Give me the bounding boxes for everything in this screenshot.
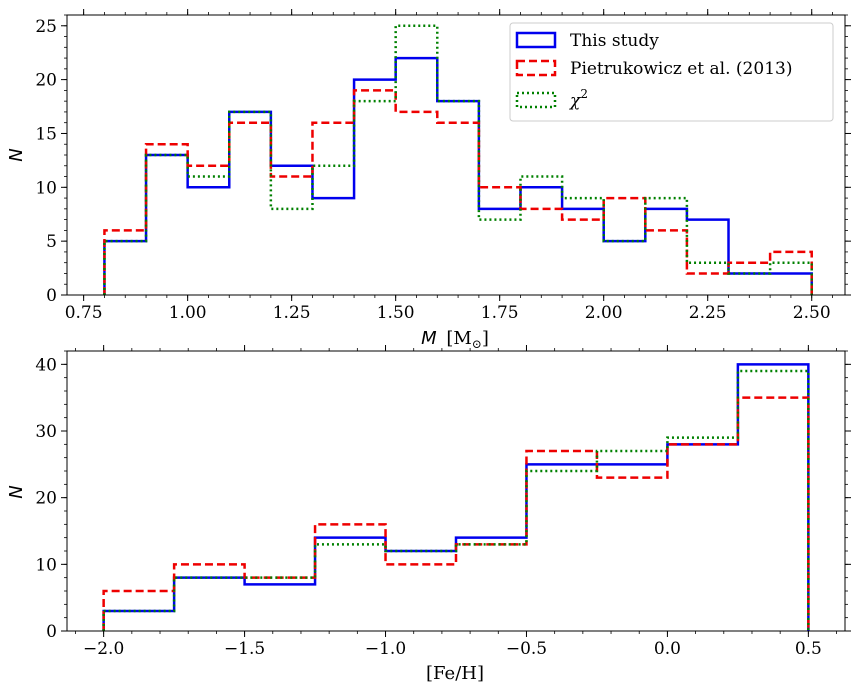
- legend-handle-pietrukowicz: [515, 59, 557, 77]
- bottom-xlabel: [Fe/H]: [426, 663, 484, 684]
- top-xtick-label: 0.75: [65, 303, 103, 323]
- top-ytick-label: 10: [35, 178, 57, 198]
- top-xlabel-unit-open: [M: [446, 328, 471, 349]
- bottom-ytick-label: 20: [35, 489, 57, 509]
- metallicity-histogram-panel: −2.0 −1.5 −1.0 −0.5 0.0 0.5 0 10 20 30 40: [35, 345, 851, 659]
- top-ylabel: N: [6, 148, 27, 161]
- top-xtick-label: 1.75: [481, 303, 519, 323]
- top-xtick-label: 2.50: [793, 303, 831, 323]
- mass-histogram-panel: 0.75 1.00 1.25 1.50 1.75 2.00 2.25 2.50 0 5 10 15 20…: [35, 9, 851, 323]
- legend-handle-this-study: [515, 31, 557, 49]
- bottom-series-pietrukowicz: [102, 396, 810, 631]
- top-ytick-label: 0: [46, 286, 57, 306]
- bottom-ytick-label: 10: [35, 555, 57, 575]
- legend-handle-chi2: [515, 91, 557, 109]
- top-ytick-label: 20: [35, 71, 57, 91]
- bottom-xtick-label: 0.0: [654, 639, 681, 659]
- legend-label-this-study: This study: [570, 31, 659, 51]
- legend-label-pietrukowicz: Pietrukowicz et al. (2013): [570, 59, 792, 79]
- bottom-series-chi2: [102, 369, 810, 631]
- bottom-ytick-label: 40: [35, 355, 57, 375]
- top-series-this-study: [103, 56, 813, 295]
- top-xtick-label: 2.25: [689, 303, 727, 323]
- bottom-ylabel: N: [6, 485, 27, 498]
- bottom-xtick-label: −1.5: [224, 639, 265, 659]
- top-xlabel-symbol: M: [421, 328, 437, 349]
- top-ytick-label: 25: [35, 17, 57, 37]
- legend-label-chi2-sup: 2: [580, 87, 588, 101]
- bottom-series-this-study: [102, 363, 810, 631]
- bottom-xtick-label: 0.5: [795, 639, 822, 659]
- top-xtick-label: 1.00: [169, 303, 207, 323]
- bottom-xtick-label: −0.5: [506, 639, 547, 659]
- bottom-xtick-label: −2.0: [83, 639, 124, 659]
- top-ytick-label: 15: [35, 124, 57, 144]
- top-xlabel: M [M⊙]: [421, 328, 489, 351]
- legend: This study Pietrukowicz et al. (2013) χ2: [509, 22, 834, 122]
- top-series-chi2: [103, 24, 813, 295]
- top-series-pietrukowicz: [103, 89, 813, 295]
- bottom-ytick-label: 30: [35, 422, 57, 442]
- legend-label-chi2-base: χ: [569, 91, 582, 111]
- legend-frame: [509, 22, 834, 122]
- bottom-axes-frame: [66, 350, 846, 632]
- top-xtick-label: 1.25: [273, 303, 311, 323]
- legend-label-chi2: χ2: [569, 87, 588, 111]
- bottom-ytick-label: 0: [46, 622, 57, 642]
- bottom-xtick-label: −1.0: [365, 639, 406, 659]
- top-xtick-label: 2.00: [585, 303, 623, 323]
- top-xtick-label: 1.50: [377, 303, 415, 323]
- top-xlabel-unit-sub: ⊙: [472, 337, 482, 351]
- top-ytick-label: 5: [46, 232, 57, 252]
- top-xlabel-unit-close: ]: [482, 328, 489, 349]
